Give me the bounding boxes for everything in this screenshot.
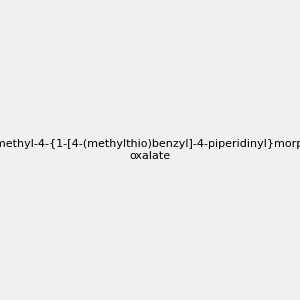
Text: 2,6-dimethyl-4-{1-[4-(methylthio)benzyl]-4-piperidinyl}morpholine oxalate: 2,6-dimethyl-4-{1-[4-(methylthio)benzyl]… — [0, 139, 300, 161]
